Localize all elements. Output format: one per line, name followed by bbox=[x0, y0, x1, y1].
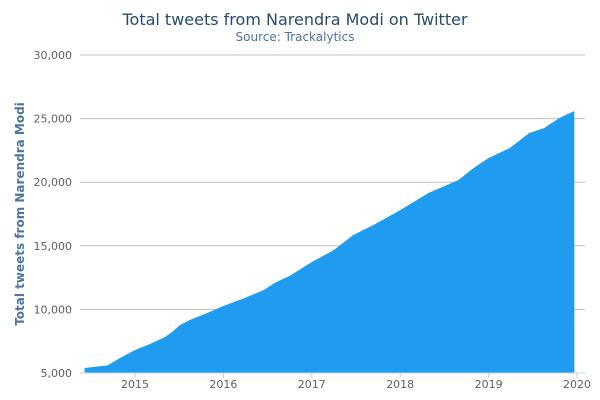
y-tick-label: 5,000 bbox=[41, 367, 73, 380]
y-tick-label: 15,000 bbox=[34, 240, 73, 253]
chart-subtitle: Source: Trackalytics bbox=[236, 30, 355, 44]
y-tick-label: 30,000 bbox=[34, 49, 73, 62]
y-tick-label: 25,000 bbox=[34, 113, 73, 126]
y-axis-label: Total tweets from Narendra Modi bbox=[13, 102, 27, 326]
x-tick-label: 2019 bbox=[475, 378, 503, 391]
x-tick-label: 2017 bbox=[298, 378, 326, 391]
chart-title: Total tweets from Narendra Modi on Twitt… bbox=[121, 10, 467, 29]
y-tick-label: 20,000 bbox=[34, 176, 73, 189]
x-tick-label: 2016 bbox=[209, 378, 237, 391]
y-tick-label: 10,000 bbox=[34, 303, 73, 316]
x-tick-label: 2015 bbox=[121, 378, 149, 391]
x-tick-label: 2018 bbox=[386, 378, 414, 391]
x-tick-label: 2020 bbox=[563, 378, 591, 391]
area-series bbox=[84, 111, 575, 373]
y-axis: 5,000 10,000 15,000 20,000 25,000 30,000 bbox=[34, 49, 73, 380]
x-axis: 2015 2016 2017 2018 2019 2020 bbox=[121, 373, 591, 391]
